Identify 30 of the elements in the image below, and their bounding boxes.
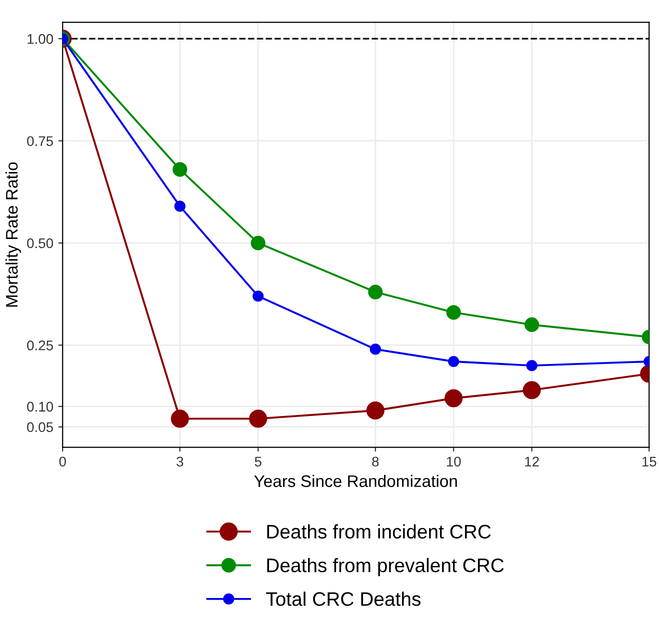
x-axis-title: Years Since Randomization [254,474,457,488]
point [448,356,460,368]
point [250,236,266,250]
legend-label: Deaths from incident CRC [267,524,491,539]
y-tick-label: 0.50 [27,238,54,248]
x-tick-label: 10 [446,456,461,467]
point [522,381,541,400]
x-tick-label: 8 [372,456,379,467]
point [370,344,381,355]
x-tick-label: 12 [525,456,539,466]
point [249,410,268,428]
point [366,402,384,420]
x-tick-label: 3 [176,456,184,467]
y-tick-label: 0.75 [27,136,53,146]
legend-label: Deaths from prevalent CRC [267,558,504,576]
x-tick-label: 15 [642,456,656,467]
point [252,290,264,302]
point [524,317,540,332]
y-tick-label: 0.10 [27,402,54,412]
point [444,389,463,408]
point [446,305,461,320]
y-axis-title: Mortality Rate Ratio [5,162,21,307]
x-tick-label: 0 [59,456,66,467]
x-tick-label: 5 [254,456,262,467]
point [526,360,538,372]
point [368,284,383,300]
y-tick-label: 0.05 [27,422,53,432]
y-tick-label: 0.25 [27,340,53,350]
legend-label: Total CRC Deaths [266,592,421,606]
y-tick-label: 1.00 [28,34,54,44]
